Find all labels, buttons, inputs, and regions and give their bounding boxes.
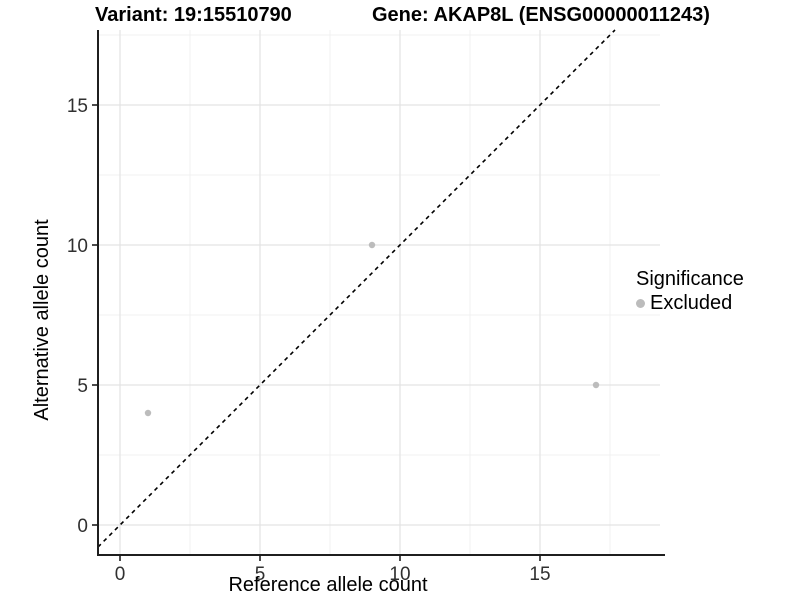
data-point	[592, 381, 600, 389]
x-tick-label: 15	[529, 564, 550, 585]
x-tick-label: 0	[115, 564, 126, 585]
legend: Significance Excluded	[636, 268, 744, 315]
y-tick-label: 5	[77, 376, 88, 397]
y-tick-label: 10	[67, 236, 88, 257]
x-axis-title: Reference allele count	[228, 574, 427, 596]
legend-title: Significance	[636, 268, 744, 290]
y-tick-label: 15	[67, 96, 88, 117]
plot-title-variant: Variant: 19:15510790	[95, 4, 292, 26]
y-tick-label: 0	[77, 516, 88, 537]
plot-panel: 0 5 10 15 0 5 10 15	[67, 29, 665, 585]
x-tick-label: 5	[255, 564, 266, 585]
legend-entry: Excluded	[636, 292, 744, 315]
y-axis-title: Alternative allele count	[31, 219, 53, 421]
data-point	[368, 241, 376, 249]
data-point	[144, 409, 152, 417]
legend-dot	[636, 299, 645, 308]
legend-entry-label: Excluded	[650, 292, 733, 314]
plot-title-gene: Gene: AKAP8L (ENSG00000011243)	[372, 4, 710, 26]
x-tick-label: 10	[389, 564, 410, 585]
identity-line	[97, 29, 616, 548]
